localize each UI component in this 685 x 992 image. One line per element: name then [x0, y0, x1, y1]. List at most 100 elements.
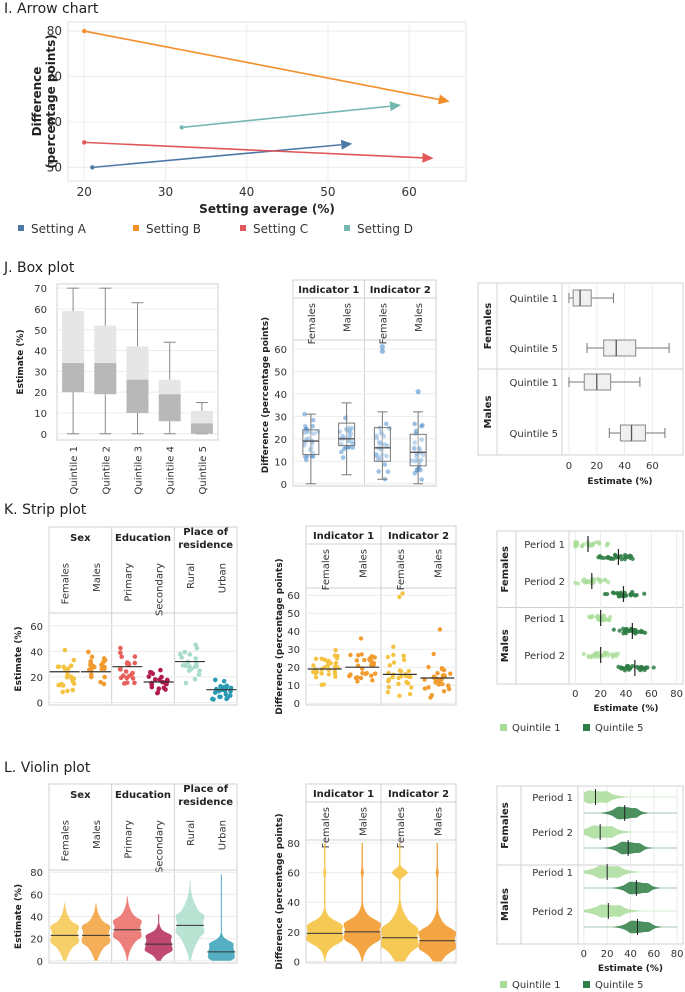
- data-point: [193, 642, 198, 648]
- data-point: [102, 674, 107, 680]
- data-point: [70, 687, 76, 693]
- data-point: [333, 664, 338, 669]
- x-tick-label: 40: [239, 185, 254, 199]
- group-header: Place of: [183, 527, 229, 538]
- data-point: [597, 578, 602, 583]
- violin-shape: [583, 825, 678, 839]
- x-tick-label: 50: [320, 185, 335, 199]
- data-point: [409, 685, 414, 690]
- data-point: [630, 589, 635, 595]
- data-point: [88, 674, 94, 680]
- panel-frame: [48, 526, 238, 706]
- column-header: Males: [92, 563, 103, 592]
- x-tick-label: Quintile 1: [69, 446, 80, 495]
- y-tick-label: 20: [30, 935, 43, 946]
- x-tick-label: 60: [647, 949, 660, 960]
- y-tick-label: 60: [274, 345, 287, 356]
- data-point: [182, 649, 188, 655]
- data-point: [313, 675, 319, 680]
- group-header: Indicator 2: [388, 789, 449, 800]
- data-point: [616, 594, 621, 599]
- arrow-line: [84, 141, 423, 159]
- data-point: [346, 438, 351, 444]
- box-lower: [94, 363, 117, 395]
- box-lower: [158, 394, 181, 422]
- column-header: Primary: [123, 820, 134, 859]
- data-point: [608, 614, 613, 620]
- outlier-point: [379, 348, 385, 354]
- data-point: [601, 555, 606, 561]
- data-point: [384, 453, 389, 459]
- data-point: [643, 630, 648, 635]
- y-tick-label: 10: [274, 457, 287, 468]
- x-tick-label: 40: [624, 949, 637, 960]
- violin-shape: [207, 874, 235, 961]
- violin-plot-horizontal: Females Males 0 20 40 60 80 Estimate (%) Quintil…: [496, 785, 684, 991]
- y-tick-label: 80: [47, 24, 62, 38]
- data-point: [407, 691, 413, 697]
- data-point: [341, 446, 347, 452]
- y-tick-label: 20: [34, 388, 47, 399]
- row-label: Period 1: [532, 793, 573, 804]
- data-point: [347, 425, 352, 431]
- y-tick-label: 30: [274, 412, 287, 423]
- data-point: [156, 686, 162, 692]
- box-plot-horizontal: Females Males 0 20 40 60 Estimate (%) Quintile …: [477, 282, 684, 487]
- data-point: [326, 672, 332, 677]
- violin-shape: [583, 806, 678, 820]
- data-point: [322, 657, 327, 662]
- data-point: [311, 431, 317, 437]
- box-upper: [62, 311, 85, 364]
- data-point: [387, 663, 392, 668]
- row-label: Quintile 5: [510, 429, 559, 440]
- x-tick-label: 0: [572, 689, 578, 700]
- y-tick-label: 70: [47, 70, 62, 84]
- data-point: [186, 668, 192, 673]
- group-label: Females: [500, 546, 511, 593]
- data-point: [122, 681, 127, 686]
- data-point: [119, 654, 124, 660]
- data-point: [132, 660, 138, 666]
- box: [302, 429, 320, 456]
- violin-shape: [81, 903, 111, 961]
- data-point: [611, 591, 617, 596]
- group-header: Sex: [70, 790, 91, 801]
- data-point: [386, 677, 392, 682]
- box: [603, 339, 637, 357]
- panel-frame: [48, 783, 238, 964]
- data-point: [102, 657, 108, 663]
- section-title-strip: K. Strip plot: [4, 502, 87, 518]
- data-point: [401, 653, 406, 658]
- data-point: [304, 453, 310, 459]
- data-point: [340, 433, 345, 439]
- data-point: [642, 591, 647, 596]
- y-axis-label: (percentage points): [44, 34, 58, 169]
- row-label: Quintile 5: [510, 344, 559, 355]
- arrow-head: [422, 152, 434, 163]
- data-point: [89, 654, 95, 660]
- data-point: [192, 676, 198, 682]
- data-point: [71, 657, 77, 663]
- data-point: [308, 429, 313, 435]
- box: [572, 289, 592, 307]
- x-tick-label: 20: [594, 689, 607, 700]
- data-point: [319, 671, 324, 676]
- y-axis-label: Estimate (%): [14, 884, 24, 949]
- data-point: [413, 428, 419, 434]
- data-point: [383, 442, 388, 447]
- column-header: Urban: [217, 820, 228, 850]
- legend-label: Quintile 5: [595, 723, 644, 734]
- y-tick-label: 0: [41, 430, 47, 441]
- x-tick-label: 30: [158, 185, 173, 199]
- data-point: [212, 677, 218, 683]
- data-point: [163, 687, 168, 692]
- x-tick-label: 80: [671, 949, 684, 960]
- y-axis-label: Difference (percentage points): [261, 317, 271, 473]
- data-point: [118, 650, 123, 656]
- data-point: [385, 469, 391, 475]
- y-tick-label: 60: [47, 115, 62, 129]
- data-point: [218, 683, 223, 689]
- data-point: [313, 671, 318, 676]
- arrow-head: [340, 139, 353, 150]
- box-plot-indicators: Indicator 1 Indicator 2 Females Males Female…: [261, 279, 437, 491]
